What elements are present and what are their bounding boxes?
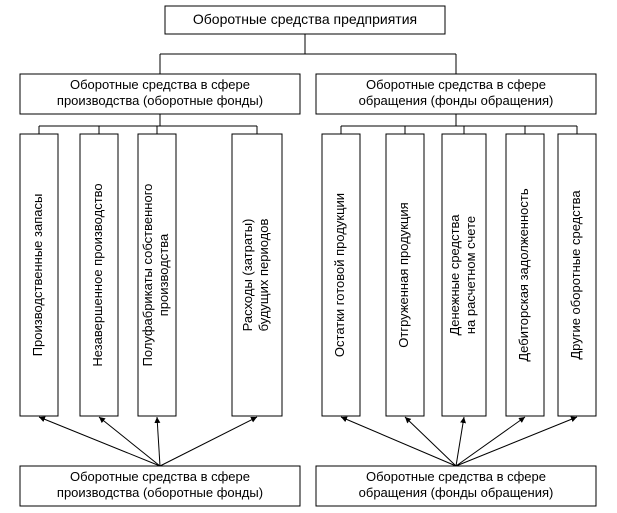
bottom-right-label: Оборотные средства в сфереобращения (фон… [359,469,554,500]
left-vertical-label-1: Незавершенное производство [90,183,105,366]
svg-text:Другие оборотные средства: Другие оборотные средства [568,190,583,360]
left-vertical-label-0: Производственные запасы [30,194,45,357]
svg-text:Дебиторская задолженность: Дебиторская задолженность [516,188,531,361]
mid-left-label: Оборотные средства в сферепроизводства (… [57,77,263,108]
diagram-canvas: Оборотные средства предприятия Оборотные … [0,0,617,513]
svg-text:Расходы (затраты)будущих перио: Расходы (затраты)будущих периодов [240,219,271,332]
bottom-left-label: Оборотные средства в сферепроизводства (… [57,469,263,500]
right-vertical-label-3: Дебиторская задолженность [516,188,531,361]
left-vertical-label-3: Расходы (затраты)будущих периодов [240,219,271,332]
svg-text:Незавершенное производство: Незавершенное производство [90,183,105,366]
svg-text:Денежные средствана расчетном: Денежные средствана расчетном счете [447,214,478,336]
root-label: Оборотные средства предприятия [193,11,417,27]
svg-text:Отгруженная продукция: Отгруженная продукция [396,202,411,347]
svg-text:Остатки готовой продукции: Остатки готовой продукции [332,193,347,357]
right-vertical-label-2: Денежные средствана расчетном счете [447,214,478,336]
svg-text:Производственные запасы: Производственные запасы [30,194,45,357]
right-vertical-label-4: Другие оборотные средства [568,190,583,360]
mid-right-label: Оборотные средства в сфереобращения (фон… [359,77,554,108]
right-vertical-label-0: Остатки готовой продукции [332,193,347,357]
right-vertical-label-1: Отгруженная продукция [396,202,411,347]
